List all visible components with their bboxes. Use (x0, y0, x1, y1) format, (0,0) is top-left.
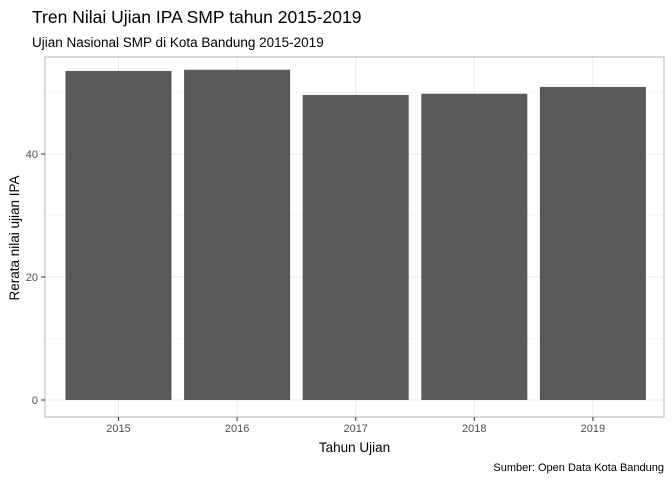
panel-border (44, 56, 665, 418)
x-axis-label: Tahun Ujian (319, 440, 390, 455)
y-axis-label: Rerata nilai ujian IPA (7, 175, 22, 300)
bar-2018 (421, 93, 528, 400)
bars (65, 69, 646, 401)
x-tick-label: 2019 (581, 423, 605, 435)
y-tick-label: 20 (26, 272, 38, 284)
x-tick-label: 2016 (225, 423, 249, 435)
chart-caption: Sumber: Open Data Kota Bandung (493, 462, 664, 474)
x-axis-ticks: 2015 2016 2017 2018 2019 (106, 417, 605, 435)
y-tick-label: 40 (26, 149, 38, 161)
x-tick-label: 2015 (106, 423, 130, 435)
x-tick-label: 2017 (343, 423, 367, 435)
bar-2016 (184, 69, 291, 401)
bar-2017 (302, 94, 409, 401)
chart-title: Tren Nilai Ujian IPA SMP tahun 2015-2019 (32, 7, 361, 27)
chart-subtitle: Ujian Nasional SMP di Kota Bandung 2015-… (32, 35, 324, 50)
x-tick-label: 2018 (462, 423, 486, 435)
y-axis-ticks: 0 20 40 (26, 149, 45, 407)
bar-2015 (65, 70, 172, 400)
y-tick-label: 0 (32, 395, 38, 407)
bar-2019 (539, 86, 646, 400)
